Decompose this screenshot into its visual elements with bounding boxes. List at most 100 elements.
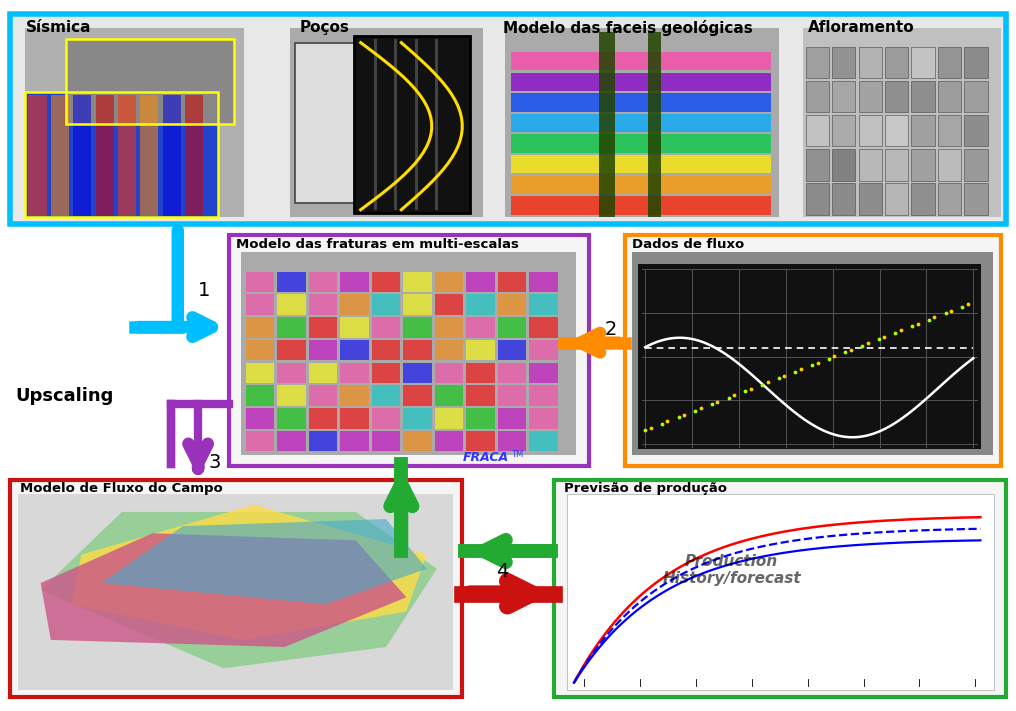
Bar	[466, 408, 495, 429]
Point	[759, 377, 775, 388]
Bar	[277, 363, 306, 383]
Polygon shape	[102, 519, 427, 604]
Bar	[859, 81, 882, 112]
Bar	[911, 47, 935, 78]
Bar	[372, 340, 400, 360]
Bar	[118, 95, 136, 216]
Bar	[832, 149, 855, 181]
Bar	[859, 149, 882, 181]
Bar	[290, 28, 483, 217]
Bar	[96, 95, 114, 216]
Bar	[246, 408, 274, 429]
Bar	[372, 272, 400, 292]
Bar	[241, 252, 576, 455]
Bar	[529, 272, 558, 292]
Text: Modelo das faceis geológicas: Modelo das faceis geológicas	[503, 20, 753, 36]
Bar	[435, 363, 463, 383]
Bar	[511, 93, 771, 112]
Bar	[340, 408, 369, 429]
Point	[826, 351, 842, 362]
Point	[821, 353, 837, 364]
Bar	[567, 494, 994, 690]
Bar	[529, 385, 558, 406]
Point	[704, 398, 720, 410]
Bar	[625, 235, 1001, 466]
Polygon shape	[599, 32, 615, 217]
Bar	[340, 385, 369, 406]
Bar	[435, 39, 438, 210]
Bar	[806, 115, 829, 146]
Bar	[435, 294, 463, 315]
Bar	[372, 363, 400, 383]
Bar	[885, 149, 908, 181]
Point	[709, 396, 725, 407]
Polygon shape	[648, 32, 661, 217]
Bar	[832, 183, 855, 215]
Bar	[309, 340, 337, 360]
Point	[954, 301, 970, 312]
Point	[653, 418, 670, 429]
Bar	[435, 408, 463, 429]
Bar	[246, 340, 274, 360]
Bar	[466, 431, 495, 451]
Bar	[498, 340, 526, 360]
Bar	[466, 272, 495, 292]
Bar	[435, 340, 463, 360]
Bar	[309, 408, 337, 429]
Bar	[911, 183, 935, 215]
Point	[843, 344, 860, 356]
Point	[659, 416, 676, 427]
Point	[854, 340, 871, 351]
Point	[943, 305, 959, 316]
Point	[960, 299, 976, 310]
Bar	[73, 95, 91, 216]
Text: Modelo das fraturas em multi-escalas: Modelo das fraturas em multi-escalas	[236, 238, 518, 251]
Bar	[938, 149, 961, 181]
Bar	[938, 47, 961, 78]
Bar	[246, 294, 274, 315]
Bar	[277, 317, 306, 338]
Point	[687, 405, 703, 417]
Point	[671, 412, 687, 423]
Bar	[277, 340, 306, 360]
Bar	[511, 155, 771, 173]
Bar	[246, 272, 274, 292]
Point	[804, 359, 820, 370]
Bar	[529, 294, 558, 315]
Point	[754, 379, 770, 390]
Bar	[964, 149, 988, 181]
Polygon shape	[71, 505, 427, 640]
Bar	[832, 115, 855, 146]
Bar	[374, 39, 377, 210]
Bar	[277, 408, 306, 429]
Bar	[403, 408, 432, 429]
Text: TM: TM	[511, 450, 523, 459]
Bar	[309, 431, 337, 451]
Bar	[163, 95, 181, 216]
Bar	[28, 95, 47, 216]
Bar	[403, 363, 432, 383]
Bar	[466, 385, 495, 406]
Text: FRACA: FRACA	[462, 451, 508, 464]
Bar	[511, 176, 771, 194]
Bar	[938, 183, 961, 215]
Bar	[911, 115, 935, 146]
Point	[720, 392, 737, 403]
Polygon shape	[41, 533, 406, 647]
Text: Poços: Poços	[300, 20, 350, 35]
Point	[871, 333, 887, 345]
Bar	[964, 183, 988, 215]
Point	[787, 366, 804, 378]
Bar	[185, 95, 203, 216]
Bar	[18, 494, 453, 690]
Bar	[498, 294, 526, 315]
Bar	[885, 81, 908, 112]
Bar	[394, 39, 397, 210]
Bar	[498, 317, 526, 338]
Bar	[340, 340, 369, 360]
Bar	[435, 385, 463, 406]
Bar	[529, 431, 558, 451]
Bar	[25, 28, 244, 217]
Bar	[295, 43, 368, 203]
Bar	[403, 385, 432, 406]
